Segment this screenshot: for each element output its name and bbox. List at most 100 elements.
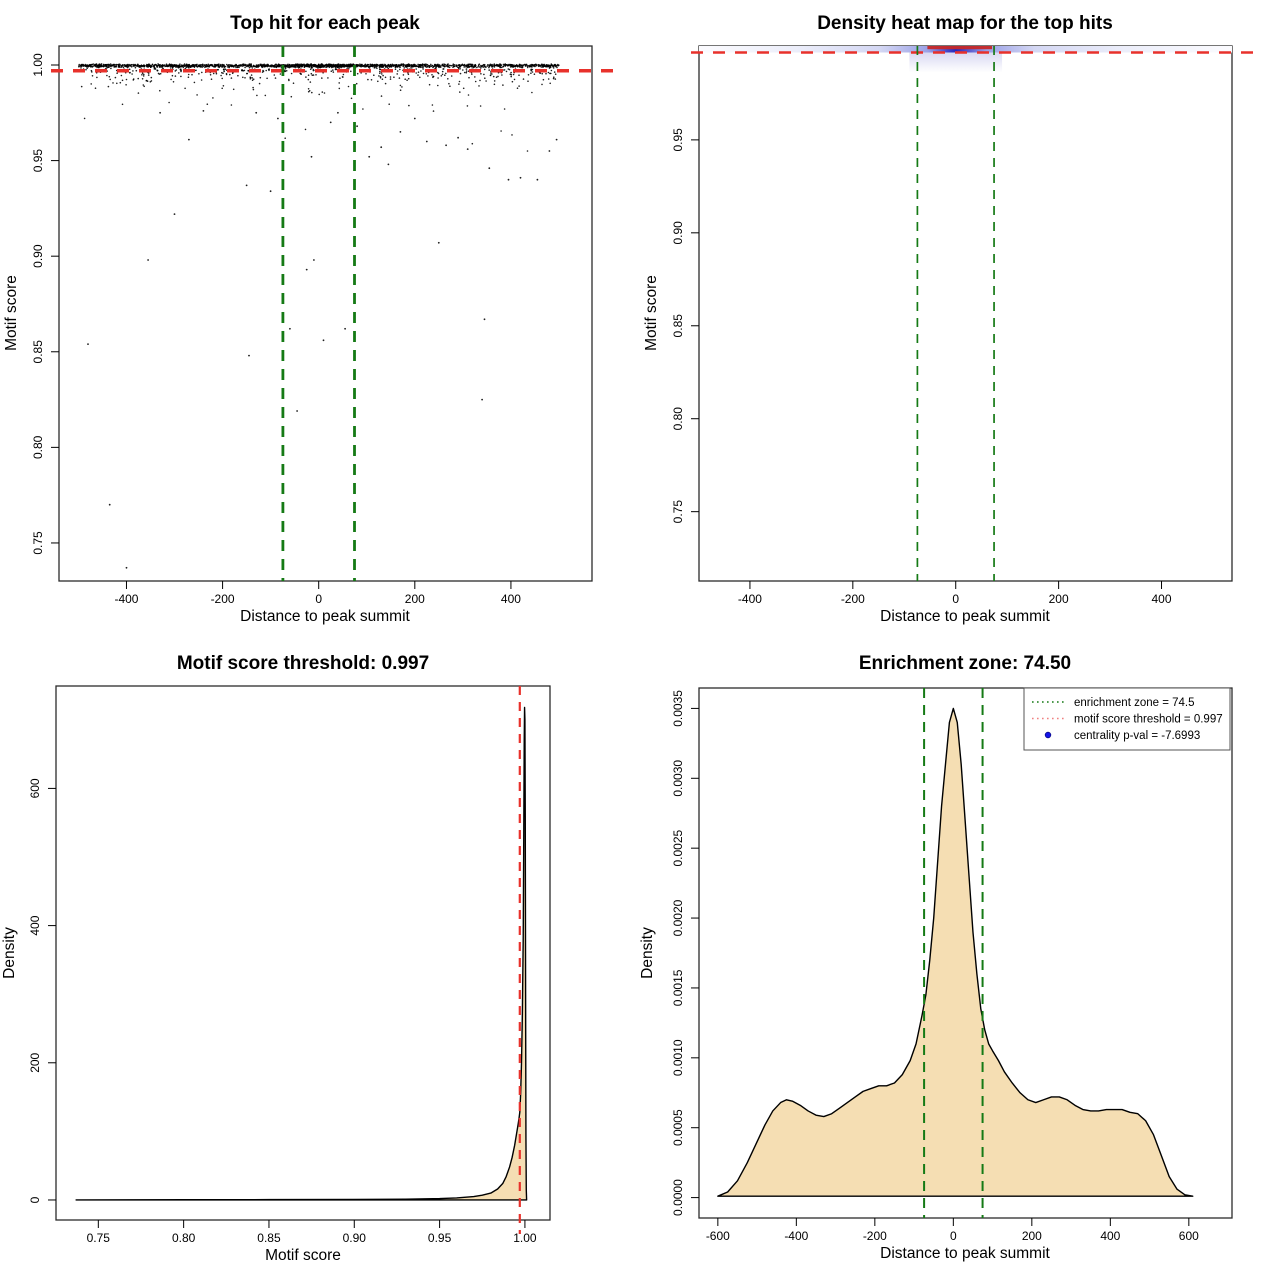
data-point	[137, 92, 140, 94]
data-point	[352, 63, 355, 66]
data-point	[417, 74, 419, 76]
x-axis-tick-label: 0	[315, 592, 322, 606]
data-point	[262, 70, 265, 73]
data-point	[312, 69, 315, 72]
data-point	[309, 63, 312, 66]
data-point	[370, 64, 373, 67]
data-point	[114, 76, 117, 79]
data-point	[427, 64, 430, 67]
data-point	[252, 86, 254, 89]
data-point	[259, 76, 262, 79]
data-point	[120, 74, 123, 77]
data-point	[121, 103, 124, 106]
data-point	[99, 65, 102, 68]
data-point	[150, 76, 153, 79]
data-point	[529, 64, 532, 66]
data-point	[554, 73, 557, 75]
data-point	[462, 69, 464, 71]
data-point	[330, 70, 333, 72]
data-point	[410, 66, 412, 68]
data-point	[549, 82, 551, 85]
data-point	[359, 63, 361, 65]
data-point	[311, 91, 313, 94]
data-point	[221, 66, 223, 68]
data-point	[245, 64, 248, 66]
data-point	[264, 94, 267, 97]
y-axis-tick-label: 1.00	[31, 53, 45, 77]
data-point	[300, 64, 302, 66]
y-axis-tick-label: 0.75	[671, 500, 685, 524]
data-point	[304, 65, 306, 68]
data-point	[477, 65, 480, 68]
data-point	[92, 63, 94, 65]
data-point	[216, 64, 219, 66]
data-point	[553, 71, 556, 73]
data-point	[491, 64, 493, 67]
data-point	[235, 66, 237, 69]
data-point	[332, 63, 335, 66]
data-point	[160, 65, 162, 68]
data-point	[539, 72, 541, 74]
y-axis-tick-label: 0.0005	[671, 1109, 685, 1146]
plot-area-distance-density: -600 -400 -200 0 200 400 600 0.0000 0.0005 0.0010…	[671, 687, 1233, 1243]
data-point	[478, 66, 481, 68]
data-point	[482, 63, 485, 66]
data-point	[382, 65, 384, 68]
data-point	[394, 66, 397, 69]
data-point	[88, 65, 90, 67]
data-point	[140, 64, 143, 66]
data-point	[175, 66, 177, 68]
plot-box	[698, 45, 1233, 582]
data-point	[180, 69, 182, 72]
data-point	[432, 66, 434, 69]
panel-title-scatter: Top hit for each peak	[230, 13, 420, 34]
data-point	[224, 68, 227, 70]
data-point	[471, 66, 474, 68]
data-point	[336, 66, 339, 69]
data-point	[422, 68, 424, 70]
data-point	[310, 72, 313, 75]
data-point	[331, 63, 333, 66]
data-point	[134, 66, 137, 69]
data-point	[150, 66, 152, 69]
data-point	[470, 63, 472, 66]
data-point	[510, 65, 513, 67]
data-point	[420, 63, 422, 66]
data-point	[441, 70, 444, 73]
data-point	[373, 74, 375, 76]
data-point	[539, 65, 542, 67]
data-point	[97, 66, 99, 69]
y-axis-tick-label: 0.90	[671, 221, 685, 245]
data-point	[497, 75, 499, 78]
data-point	[531, 71, 534, 73]
data-point	[221, 71, 223, 74]
data-point	[325, 66, 327, 69]
data-point	[467, 65, 469, 67]
data-point	[291, 65, 294, 67]
data-point	[250, 64, 252, 66]
data-point	[261, 64, 264, 67]
data-point	[488, 69, 491, 71]
data-point	[486, 65, 489, 67]
data-point	[431, 104, 434, 106]
data-point	[208, 65, 211, 68]
data-point	[249, 78, 252, 80]
data-point	[491, 73, 493, 75]
data-point	[211, 65, 213, 67]
data-point	[444, 74, 446, 76]
data-point	[184, 67, 187, 70]
data-point	[396, 73, 399, 75]
data-point	[479, 105, 482, 107]
data-point	[280, 64, 282, 67]
data-point	[533, 73, 536, 75]
data-point	[193, 81, 196, 84]
data-point	[195, 69, 197, 72]
data-point	[107, 66, 110, 68]
data-point	[106, 67, 108, 69]
data-point	[510, 75, 512, 78]
data-point	[466, 148, 469, 151]
data-point	[274, 66, 276, 68]
data-point	[210, 63, 212, 66]
plot-box	[58, 45, 593, 582]
data-point	[86, 67, 88, 69]
